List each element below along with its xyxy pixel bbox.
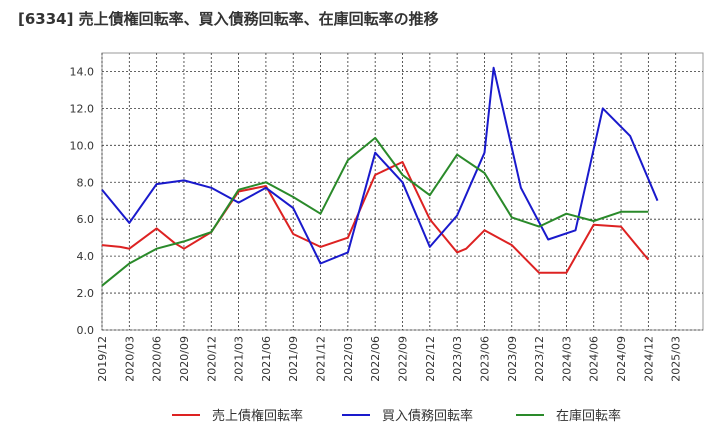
y-tick-label: 2.0 (77, 287, 95, 300)
x-tick-label: 2022/09 (397, 336, 410, 382)
y-tick-label: 0.0 (77, 324, 95, 337)
y-tick-label: 4.0 (77, 250, 95, 263)
x-tick-label: 2020/03 (123, 336, 136, 382)
x-tick-label: 2023/09 (506, 336, 519, 382)
x-tick-label: 2023/03 (451, 336, 464, 382)
x-tick-label: 2021/03 (233, 336, 246, 382)
y-tick-label: 8.0 (77, 176, 95, 189)
x-tick-label: 2024/06 (588, 336, 601, 382)
legend-label-2: 在庫回転率 (556, 408, 621, 424)
y-tick-label: 14.0 (70, 65, 95, 78)
x-tick-label: 2022/03 (342, 336, 355, 382)
x-tick-label: 2022/06 (369, 336, 382, 382)
x-tick-label: 2025/03 (670, 336, 683, 382)
x-tick-label: 2024/12 (642, 336, 655, 382)
series-layer (101, 66, 659, 287)
chart-title: [6334] 売上債権回転率、買入債務回転率、在庫回転率の推移 (18, 10, 439, 28)
x-tick-label: 2021/09 (287, 336, 300, 382)
x-tick-label: 2019/12 (96, 336, 109, 382)
plot-area (101, 52, 704, 331)
legend-label-0: 売上債権回転率 (212, 408, 303, 424)
y-tick-label: 12.0 (70, 102, 95, 115)
x-tick-label: 2020/09 (178, 336, 191, 382)
y-axis: 0.0 2.0 4.0 6.0 8.0 10.0 12.0 14.0 (70, 65, 95, 337)
x-tick-label: 2020/12 (205, 336, 218, 382)
legend-label-1: 買入債務回転率 (382, 408, 473, 424)
y-tick-label: 10.0 (70, 139, 95, 152)
x-tick-label: 2023/12 (533, 336, 546, 382)
y-tick-label: 6.0 (77, 213, 95, 226)
series-line-2 (101, 136, 649, 287)
x-tick-label: 2024/03 (560, 336, 573, 382)
x-tick-label: 2021/12 (315, 336, 328, 382)
x-tick-label: 2022/12 (424, 336, 437, 382)
legend: 売上債権回転率 買入債務回転率 在庫回転率 (172, 408, 621, 424)
x-tick-label: 2023/06 (478, 336, 491, 382)
series-line-1 (101, 66, 659, 265)
x-tick-label: 2020/06 (151, 336, 164, 382)
x-axis: 2019/12 2020/03 2020/06 2020/09 2020/12 2021/… (96, 336, 683, 382)
x-tick-label: 2024/09 (615, 336, 628, 382)
x-tick-label: 2021/06 (260, 336, 273, 382)
